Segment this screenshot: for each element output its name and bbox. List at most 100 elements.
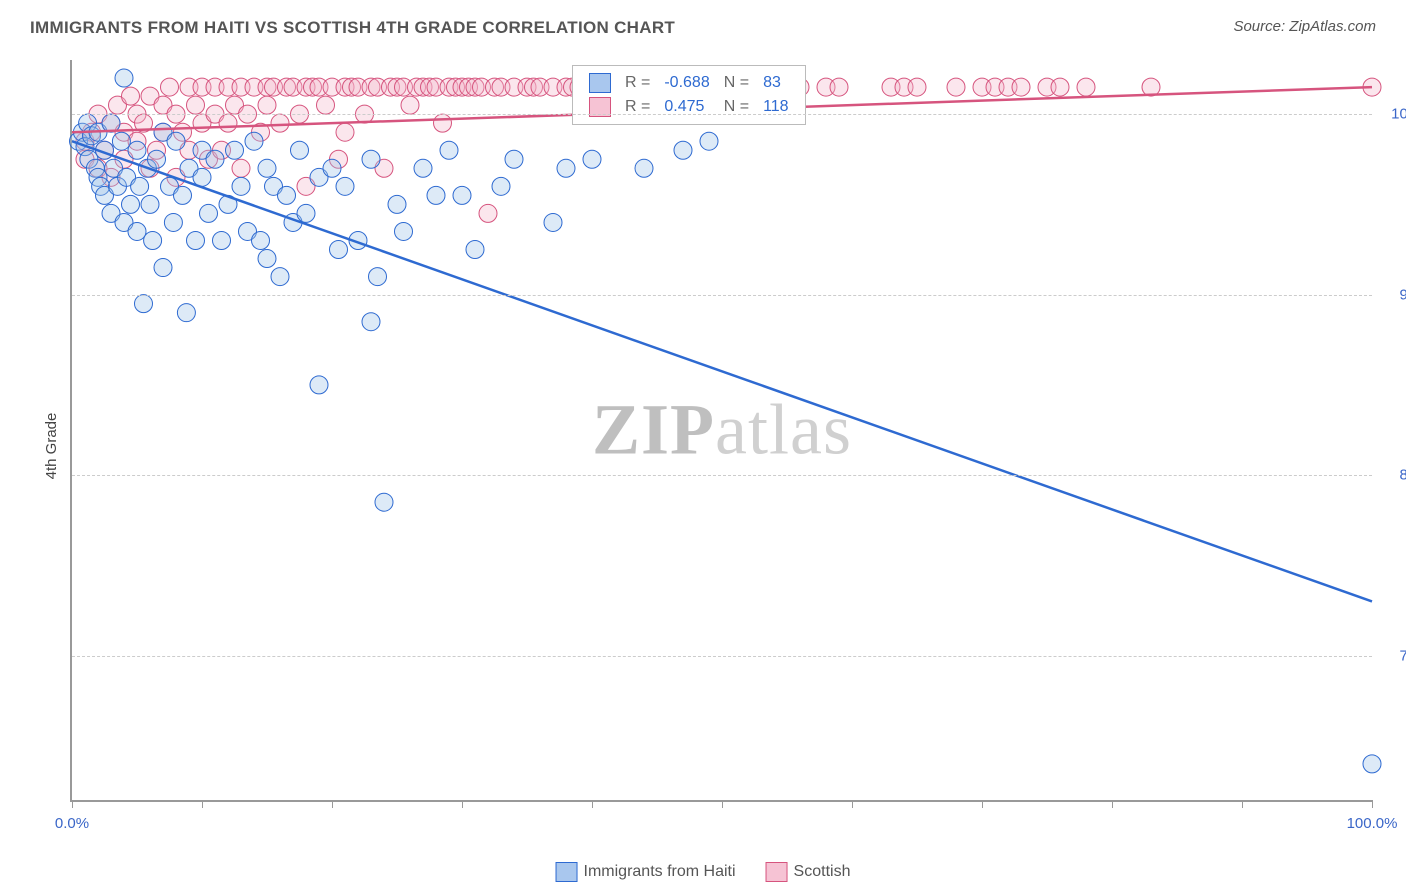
scatter-point <box>479 204 497 222</box>
x-tick <box>592 800 593 808</box>
scatter-point <box>336 177 354 195</box>
chart-title: IMMIGRANTS FROM HAITI VS SCOTTISH 4TH GR… <box>30 18 675 38</box>
scatter-point <box>206 150 224 168</box>
scatter-point <box>544 213 562 231</box>
legend-swatch <box>589 73 611 93</box>
gridline-h <box>72 114 1372 115</box>
scatter-point <box>131 177 149 195</box>
legend-n-value: 83 <box>757 72 795 94</box>
scatter-point <box>219 114 237 132</box>
scatter-point <box>252 231 270 249</box>
x-tick <box>1112 800 1113 808</box>
y-tick-label: 100.0% <box>1382 106 1406 123</box>
legend-swatch <box>766 862 788 882</box>
scatter-point <box>362 313 380 331</box>
scatter-point <box>375 493 393 511</box>
scatter-point <box>310 376 328 394</box>
scatter-point <box>128 141 146 159</box>
x-tick <box>982 800 983 808</box>
scatter-point <box>635 159 653 177</box>
scatter-point <box>395 222 413 240</box>
gridline-h <box>72 295 1372 296</box>
scatter-point <box>323 159 341 177</box>
scatter-point <box>700 132 718 150</box>
trend-line <box>72 141 1372 601</box>
x-tick <box>722 800 723 808</box>
correlation-legend-box: R =-0.688N =83R =0.475N =118 <box>572 65 806 125</box>
scatter-point <box>466 241 484 259</box>
scatter-point <box>271 114 289 132</box>
scatter-point <box>908 78 926 96</box>
scatter-point <box>291 141 309 159</box>
scatter-point <box>434 114 452 132</box>
y-tick-label: 90.0% <box>1382 286 1406 303</box>
scatter-point <box>187 231 205 249</box>
scatter-point <box>947 78 965 96</box>
scatter-point <box>557 159 575 177</box>
scatter-point <box>232 177 250 195</box>
scatter-point <box>177 304 195 322</box>
scatter-point <box>674 141 692 159</box>
scatter-point <box>164 213 182 231</box>
x-tick <box>72 800 73 808</box>
y-axis-label: 4th Grade <box>43 413 60 480</box>
scatter-point <box>1077 78 1095 96</box>
scatter-point <box>115 69 133 87</box>
scatter-point <box>135 295 153 313</box>
scatter-point <box>401 96 419 114</box>
scatter-point <box>362 150 380 168</box>
scatter-point <box>141 195 159 213</box>
scatter-point <box>258 250 276 268</box>
scatter-point <box>154 259 172 277</box>
scatter-point <box>232 159 250 177</box>
scatter-point <box>213 231 231 249</box>
scatter-point <box>148 150 166 168</box>
scatter-point <box>830 78 848 96</box>
scatter-point <box>1012 78 1030 96</box>
gridline-h <box>72 656 1372 657</box>
scatter-point <box>193 168 211 186</box>
x-tick <box>1372 800 1373 808</box>
scatter-point <box>112 132 130 150</box>
scatter-point <box>1051 78 1069 96</box>
scatter-point <box>492 177 510 195</box>
scatter-point <box>414 159 432 177</box>
scatter-point <box>336 123 354 141</box>
scatter-point <box>1363 755 1381 773</box>
legend-swatch <box>556 862 578 882</box>
scatter-point <box>128 222 146 240</box>
scatter-point <box>167 132 185 150</box>
scatter-point <box>258 159 276 177</box>
gridline-h <box>72 475 1372 476</box>
scatter-point <box>122 87 140 105</box>
legend-series-label: Immigrants from Haiti <box>584 863 736 880</box>
scatter-point <box>258 96 276 114</box>
scatter-point <box>453 186 471 204</box>
x-tick <box>852 800 853 808</box>
scatter-point <box>369 268 387 286</box>
scatter-point <box>271 268 289 286</box>
scatter-point <box>317 96 335 114</box>
y-tick-label: 80.0% <box>1382 467 1406 484</box>
x-tick <box>332 800 333 808</box>
legend-series-label: Scottish <box>794 863 851 880</box>
scatter-point <box>161 78 179 96</box>
scatter-point <box>174 186 192 204</box>
bottom-legend-item: Immigrants from Haiti <box>556 862 736 882</box>
scatter-point <box>278 186 296 204</box>
x-tick <box>1242 800 1243 808</box>
chart-svg <box>72 60 1372 800</box>
scatter-point <box>297 204 315 222</box>
source-attribution: Source: ZipAtlas.com <box>1233 18 1376 35</box>
scatter-point <box>226 141 244 159</box>
x-tick <box>202 800 203 808</box>
scatter-point <box>330 241 348 259</box>
plot-area: ZIPatlas R =-0.688N =83R =0.475N =118 70… <box>70 60 1372 802</box>
x-tick-label: 100.0% <box>1347 815 1398 832</box>
y-tick-label: 70.0% <box>1382 647 1406 664</box>
legend-r-value: -0.688 <box>658 72 715 94</box>
scatter-point <box>440 141 458 159</box>
scatter-point <box>583 150 601 168</box>
scatter-point <box>505 150 523 168</box>
x-tick <box>462 800 463 808</box>
